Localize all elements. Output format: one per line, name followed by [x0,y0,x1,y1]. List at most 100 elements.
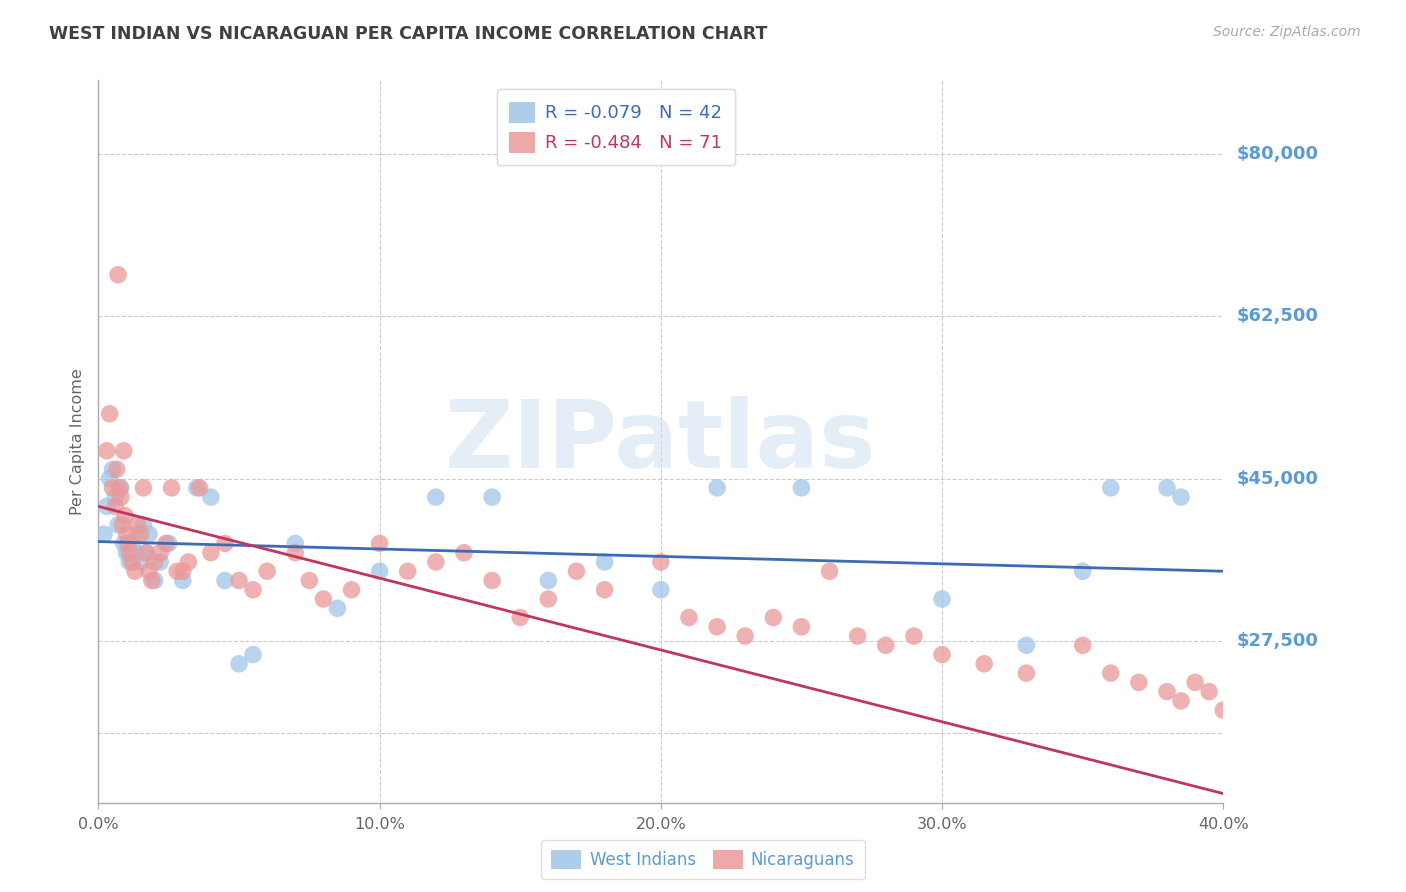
Point [135,546,157,560]
Legend: R = -0.079   N = 42, R = -0.484   N = 71: R = -0.079 N = 42, R = -0.484 N = 71 [496,89,735,165]
Point [453,546,475,560]
Point [157,536,180,550]
Point [1184,675,1206,690]
Text: ZIPatlas: ZIPatlas [446,395,876,488]
Point [121,536,143,550]
Point [340,582,363,597]
Point [172,564,194,578]
Point [1071,638,1094,652]
Point [98,472,121,486]
Point [117,536,139,550]
Point [1240,694,1263,708]
Point [1099,481,1122,495]
Point [132,481,155,495]
Point [138,527,160,541]
Point [1212,703,1234,717]
Point [1170,490,1192,504]
Point [1156,481,1178,495]
Point [129,527,152,541]
Text: Source: ZipAtlas.com: Source: ZipAtlas.com [1213,25,1361,39]
Point [104,500,127,514]
Point [228,657,250,671]
Y-axis label: Per Capita Income: Per Capita Income [69,368,84,515]
Point [481,574,503,588]
Point [132,517,155,532]
Point [931,648,953,662]
Point [481,490,503,504]
Point [96,443,118,458]
Point [1071,564,1094,578]
Point [166,564,188,578]
Point [143,555,166,569]
Point [160,481,183,495]
Text: $45,000: $45,000 [1237,469,1319,488]
Point [284,536,307,550]
Point [135,546,157,560]
Point [1226,684,1249,698]
Point [242,582,264,597]
Point [98,407,121,421]
Point [107,517,129,532]
Point [256,564,278,578]
Point [1015,638,1038,652]
Point [214,574,236,588]
Point [875,638,897,652]
Point [124,546,146,560]
Point [186,481,208,495]
Point [93,527,115,541]
Point [101,462,124,476]
Point [509,610,531,624]
Legend: West Indians, Nicaraguans: West Indians, Nicaraguans [541,840,865,880]
Point [127,517,149,532]
Point [931,592,953,607]
Text: $27,500: $27,500 [1237,632,1319,649]
Point [149,546,172,560]
Point [200,546,222,560]
Point [118,546,141,560]
Point [846,629,869,643]
Point [112,536,135,550]
Point [312,592,335,607]
Point [107,268,129,282]
Point [790,620,813,634]
Point [200,490,222,504]
Point [650,582,672,597]
Point [129,555,152,569]
Point [298,574,321,588]
Point [734,629,756,643]
Point [177,555,200,569]
Point [115,527,138,541]
Point [706,620,728,634]
Text: WEST INDIAN VS NICARAGUAN PER CAPITA INCOME CORRELATION CHART: WEST INDIAN VS NICARAGUAN PER CAPITA INC… [49,25,768,43]
Point [112,443,135,458]
Point [790,481,813,495]
Point [143,574,166,588]
Point [138,564,160,578]
Point [1198,684,1220,698]
Point [114,508,136,523]
Text: $62,500: $62,500 [1237,308,1319,326]
Point [326,601,349,615]
Point [110,490,132,504]
Point [537,574,560,588]
Point [141,574,163,588]
Point [706,481,728,495]
Point [172,574,194,588]
Point [188,481,211,495]
Point [1099,666,1122,681]
Point [565,564,588,578]
Point [650,555,672,569]
Point [115,546,138,560]
Point [242,648,264,662]
Point [818,564,841,578]
Point [1156,684,1178,698]
Point [537,592,560,607]
Point [425,490,447,504]
Point [368,564,391,578]
Point [118,555,141,569]
Point [368,536,391,550]
Point [104,490,127,504]
Point [425,555,447,569]
Point [214,536,236,550]
Text: $80,000: $80,000 [1237,145,1319,163]
